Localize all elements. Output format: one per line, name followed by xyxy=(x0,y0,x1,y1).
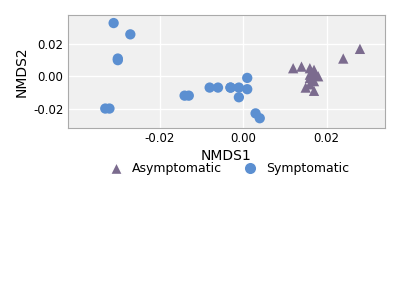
Point xyxy=(115,56,121,61)
Legend: Asymptomatic, Symptomatic: Asymptomatic, Symptomatic xyxy=(98,157,354,180)
Point xyxy=(307,72,313,77)
Point xyxy=(256,116,263,120)
Point xyxy=(311,88,317,93)
Point xyxy=(182,93,188,98)
Point xyxy=(236,85,242,90)
Point xyxy=(311,71,317,75)
Point xyxy=(186,93,192,98)
Point xyxy=(227,85,234,90)
Point xyxy=(252,111,259,116)
Point xyxy=(298,64,305,69)
Point xyxy=(307,82,313,87)
Point xyxy=(244,76,250,80)
Point xyxy=(227,85,234,90)
Point xyxy=(357,47,363,51)
Point xyxy=(236,95,242,100)
X-axis label: NMDS1: NMDS1 xyxy=(201,149,252,163)
Point xyxy=(106,106,113,111)
Point xyxy=(290,66,296,70)
Point xyxy=(127,32,134,37)
Point xyxy=(307,76,313,80)
Point xyxy=(340,56,346,61)
Point xyxy=(215,85,221,90)
Point xyxy=(311,79,317,84)
Point xyxy=(307,66,313,70)
Point xyxy=(311,68,317,72)
Point xyxy=(102,106,108,111)
Point xyxy=(115,58,121,63)
Point xyxy=(302,85,309,90)
Point xyxy=(244,87,250,92)
Point xyxy=(110,21,117,25)
Point xyxy=(315,74,322,79)
Y-axis label: NMDS2: NMDS2 xyxy=(15,46,29,97)
Point xyxy=(206,85,213,90)
